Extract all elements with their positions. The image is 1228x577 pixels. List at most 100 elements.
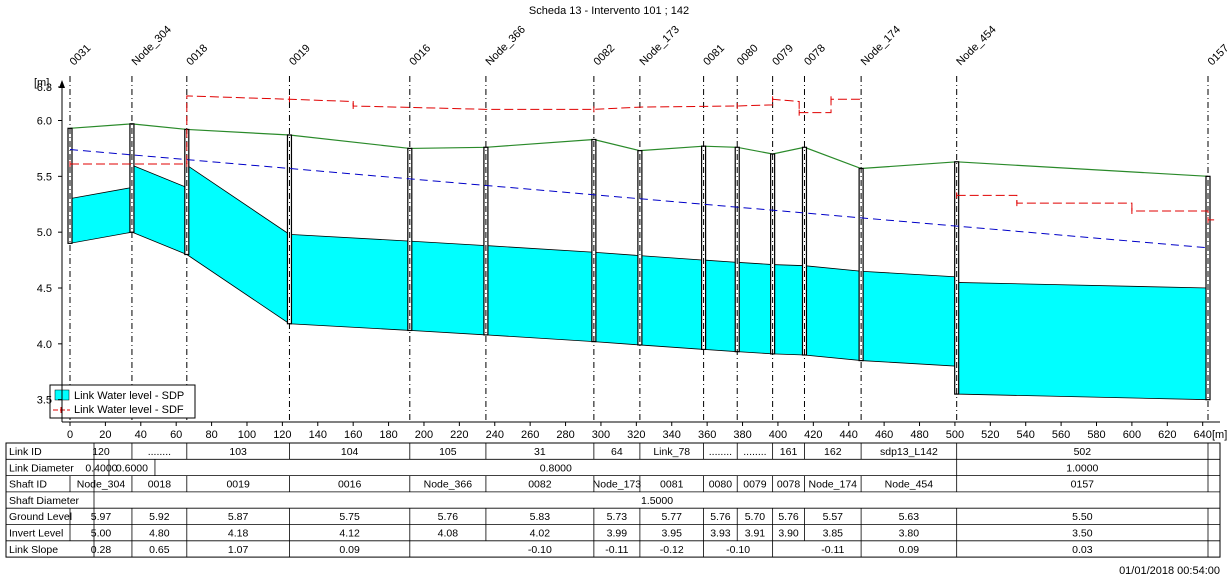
table-invert-level-4: 4.12 (339, 528, 360, 540)
link-pipe-1 (131, 164, 188, 256)
table-link-slope-2: 1.07 (228, 544, 249, 556)
table-row-header-0: Link ID (9, 446, 42, 458)
table-link-slope-10: 0.03 (1072, 544, 1093, 556)
link-pipe-12 (860, 270, 958, 367)
table-link-id-8: ........ (709, 446, 732, 458)
shaft-Node_454[interactable] (954, 161, 960, 395)
table-invert-level-6: 4.02 (530, 528, 551, 540)
legend-box (49, 384, 196, 419)
node-label-Node_173: Node_173 (638, 24, 682, 68)
table-link-id-5: 31 (534, 446, 546, 458)
table-invert-level-7: 3.99 (607, 528, 628, 540)
table-row-header-4: Ground Level (9, 511, 72, 523)
y-tick-label-0: 6.3 (37, 82, 52, 94)
x-tick-label-13: 260 (521, 429, 539, 441)
table-invert-level-13: 3.80 (899, 528, 920, 540)
table-invert-level-12: 3.85 (823, 528, 844, 540)
x-tick-label-24: 480 (910, 429, 928, 441)
x-tick-label-16: 320 (627, 429, 645, 441)
table-invert-level-2: 4.80 (149, 528, 170, 540)
table-link-diameter-2: 0.8000 (540, 462, 572, 474)
link-pipe-13 (956, 282, 1209, 401)
link-pipe-8 (703, 259, 738, 353)
x-tick-label-28: 560 (1052, 429, 1070, 441)
table-link-id-12: sdp13_L142 (880, 446, 938, 458)
table-link-slope-4: -0.10 (528, 544, 552, 556)
table-row-header-1: Link Diameter (9, 462, 74, 474)
sdf-water-level-a (70, 95, 862, 165)
node-label-0079: 0079 (770, 42, 796, 68)
table-shaft-id-11: 0078 (777, 479, 801, 491)
link-pipe-7 (639, 255, 704, 350)
x-tick-label-9: 180 (379, 429, 397, 441)
table-link-slope-8: -0.11 (821, 544, 844, 556)
legend-label-sdp: Link Water level - SDP (74, 390, 184, 402)
legend-label-sdf: Link Water level - SDF (74, 404, 184, 416)
table-ground-level-11: 5.76 (778, 511, 799, 523)
x-tick-label-27: 540 (1017, 429, 1035, 441)
x-tick-label-20: 400 (769, 429, 787, 441)
x-tick-label-1: 20 (99, 429, 111, 441)
x-tick-label-12: 240 (486, 429, 504, 441)
table-shaft-id-6: 0082 (528, 479, 552, 491)
x-tick-label-18: 360 (698, 429, 716, 441)
x-tick-label-21: 420 (804, 429, 822, 441)
data-table (5, 442, 1221, 558)
link-pipe-6 (593, 251, 641, 346)
x-tick-label-6: 120 (273, 429, 291, 441)
x-tick-label-2: 40 (135, 429, 147, 441)
table-invert-level-1: 5.00 (91, 528, 112, 540)
table-link-id-9: ........ (743, 446, 766, 458)
link-pipe-2 (186, 164, 290, 325)
table-ground-level-8: 5.77 (662, 511, 683, 523)
x-tick-label-31: 620 (1158, 429, 1176, 441)
table-ground-level-14: 5.50 (1072, 511, 1093, 523)
table-ground-level-13: 5.63 (899, 511, 920, 523)
table-shaft-id-1: Node_304 (77, 479, 126, 491)
table-ground-level-1: 5.97 (91, 511, 112, 523)
timestamp: 01/01/2018 00:54:00 (1119, 565, 1220, 577)
table-link-slope-0: 0.28 (91, 544, 112, 556)
x-tick-label-17: 340 (663, 429, 681, 441)
node-label-0078: 0078 (802, 42, 828, 68)
table-link-id-10: 161 (780, 446, 798, 458)
x-tick-label-11: 220 (450, 429, 468, 441)
node-label-Node_304: Node_304 (130, 24, 174, 68)
table-row-header-5: Invert Level (9, 528, 63, 540)
y-tick-label-6: 3.5 (37, 395, 52, 407)
table-shaft-id-7: Node_173 (593, 479, 642, 491)
table-link-diameter-3: 1.0000 (1066, 462, 1098, 474)
shaft-0016[interactable] (407, 147, 413, 332)
x-tick-label-25: 500 (946, 429, 964, 441)
x-tick-label-30: 600 (1123, 429, 1141, 441)
node-label-0081: 0081 (701, 42, 727, 68)
link-pipe-3 (289, 233, 411, 331)
table-link-id-1: ........ (148, 446, 171, 458)
table-link-slope-5: -0.11 (605, 544, 628, 556)
y-tick-label-4: 4.5 (37, 283, 52, 295)
x-tick-label-7: 140 (309, 429, 327, 441)
table-ground-level-5: 5.76 (438, 511, 459, 523)
node-label-0019: 0019 (287, 42, 313, 68)
y-tick-label-1: 6.0 (37, 116, 52, 128)
x-tick-label-8: 160 (344, 429, 362, 441)
table-link-id-7: Link_78 (653, 446, 690, 458)
table-invert-level-9: 3.93 (710, 528, 731, 540)
x-tick-label-19: 380 (733, 429, 751, 441)
table-invert-level-3: 4.18 (228, 528, 249, 540)
table-ground-level-9: 5.76 (710, 511, 731, 523)
table-link-slope-3: 0.09 (339, 544, 360, 556)
table-invert-level-10: 3.91 (745, 528, 766, 540)
table-link-id-0: 120 (92, 446, 110, 458)
node-label-0016: 0016 (407, 42, 433, 68)
x-tick-label-15: 300 (592, 429, 610, 441)
node-label-Node_366: Node_366 (484, 24, 528, 68)
table-link-id-11: 162 (824, 446, 842, 458)
table-invert-level-8: 3.95 (662, 528, 683, 540)
link-pipe-9 (736, 261, 774, 355)
x-tick-label-32: 640 (1194, 429, 1212, 441)
table-invert-level-11: 3.90 (778, 528, 799, 540)
table-row-header-3: Shaft Diameter (9, 495, 80, 507)
table-row-header-2: Shaft ID (9, 479, 47, 491)
table-invert-level-5: 4.08 (438, 528, 459, 540)
